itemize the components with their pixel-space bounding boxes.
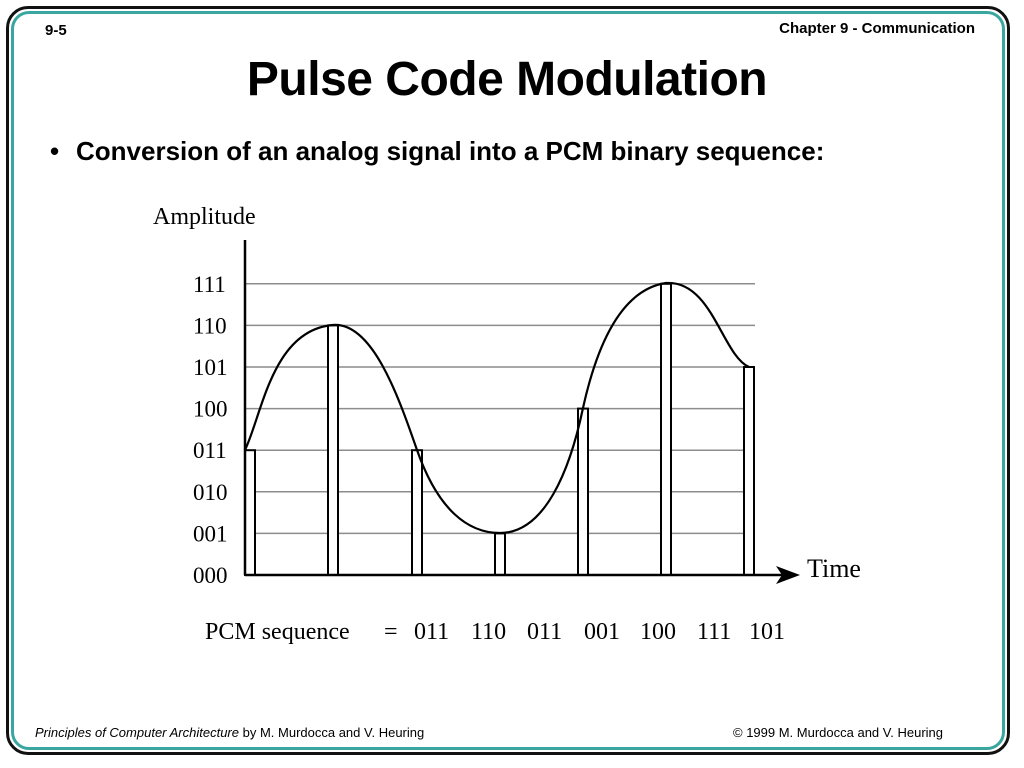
footer-book-authors: by M. Murdocca and V. Heuring xyxy=(239,725,425,740)
sample-pulse xyxy=(327,324,339,576)
level-label: 011 xyxy=(193,438,227,463)
slide-title: Pulse Code Modulation xyxy=(246,53,768,106)
footer-book-credit: Principles of Computer Architecture by M… xyxy=(35,725,424,740)
grid-lines xyxy=(245,283,755,535)
level-label: 101 xyxy=(193,355,228,380)
level-label: 100 xyxy=(193,397,228,422)
sample-pulse xyxy=(743,366,755,576)
pcm-code: 111 xyxy=(697,619,731,645)
level-label: 000 xyxy=(193,563,228,588)
sample-pulse xyxy=(411,449,423,577)
x-axis-arrow-icon xyxy=(776,566,800,584)
footer-copyright: © 1999 M. Murdocca and V. Heuring xyxy=(733,725,943,740)
bullet-icon: • xyxy=(50,136,60,166)
level-label: 110 xyxy=(193,313,227,338)
level-label: 010 xyxy=(193,480,228,505)
level-labels: 000 001 010 011 100 101 110 111 xyxy=(193,272,228,588)
pcm-code: 101 xyxy=(749,619,785,645)
x-axis-label: Time xyxy=(807,554,861,583)
level-label: 001 xyxy=(193,521,228,546)
sample-pulse xyxy=(577,407,589,576)
bullet-item: • Conversion of an analog signal into a P… xyxy=(50,136,824,167)
sample-pulse xyxy=(494,532,506,577)
level-label: 111 xyxy=(193,272,226,297)
pcm-equals: = xyxy=(384,619,398,645)
analog-signal-curve xyxy=(244,281,750,535)
sample-pulse xyxy=(244,449,256,577)
pcm-code: 100 xyxy=(640,619,676,645)
pcm-code: 001 xyxy=(584,619,620,645)
pcm-code: 011 xyxy=(414,619,449,645)
slide-frame-inner xyxy=(11,11,1005,750)
pcm-sequence-label: PCM sequence xyxy=(205,619,350,645)
sample-pulse xyxy=(660,282,672,576)
footer-book-title: Principles of Computer Architecture xyxy=(35,725,239,740)
pcm-sequence-line: PCM sequence = 011 110 011 001 100 111 101 xyxy=(205,619,785,645)
pcm-code: 011 xyxy=(527,619,562,645)
chapter-title: Chapter 9 - Communication xyxy=(779,20,975,37)
y-axis-label: Amplitude xyxy=(153,204,256,230)
pcm-code: 110 xyxy=(471,619,506,645)
slide-frame-outer xyxy=(6,6,1010,755)
bullet-text: Conversion of an analog signal into a PC… xyxy=(76,136,825,166)
slide-number: 9-5 xyxy=(45,22,67,39)
